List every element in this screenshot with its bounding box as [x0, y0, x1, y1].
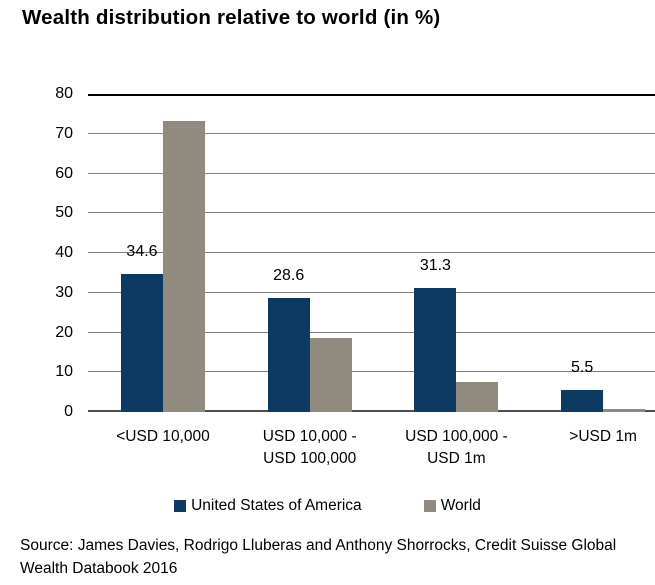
data-label: 34.6: [126, 243, 158, 261]
y-tick-label: 20: [55, 323, 73, 341]
x-axis-line: [88, 410, 655, 412]
y-tick-label: 30: [55, 283, 73, 301]
gridline: [88, 291, 655, 293]
legend-item-world: World: [423, 497, 481, 515]
x-category-label: USD 100,000 - USD 1m: [368, 426, 544, 470]
gridline: [88, 172, 655, 174]
source-line-2: Wealth Databook 2016: [20, 559, 178, 577]
gridline: [88, 331, 655, 333]
bar-world: [603, 409, 646, 412]
legend-label: World: [440, 497, 481, 514]
legend-label: United States of America: [191, 497, 362, 514]
x-category-label-line: USD 10,000 -: [262, 428, 357, 445]
x-category-label-line: USD 100,000 -: [405, 428, 508, 445]
data-label: 31.3: [419, 256, 451, 274]
bar-world: [163, 121, 205, 412]
gridline: [88, 212, 655, 214]
x-category-label-line: USD 1m: [427, 450, 486, 467]
x-category-label-line: USD 100,000: [263, 450, 357, 467]
y-tick-label: 70: [55, 124, 73, 142]
bar-world: [309, 338, 352, 412]
bar-united-states: [561, 390, 604, 412]
y-tick-label: 60: [55, 164, 73, 182]
data-label: 28.6: [273, 267, 305, 285]
x-category-label-line: <USD 10,000: [116, 428, 210, 445]
bar-world: [456, 382, 499, 412]
source-text: Source: James Davies, Rodrigo Lluberas a…: [20, 535, 650, 580]
legend-swatch-icon: [423, 500, 436, 512]
data-label: 5.5: [570, 359, 594, 377]
x-category-label-line: >USD 1m: [569, 428, 637, 445]
bar-united-states: [414, 287, 457, 412]
source-line-1: Source: James Davies, Rodrigo Lluberas a…: [20, 537, 617, 554]
gridline: [88, 252, 655, 253]
y-tick-label: 0: [64, 403, 73, 420]
chart-title: Wealth distribution relative to world (i…: [22, 6, 441, 29]
y-tick-label: 80: [55, 85, 73, 102]
legend-item-united-states: United States of America: [174, 497, 362, 515]
gridline: [88, 94, 655, 96]
plot-area: 34.6 28.6 31.3 5.5: [88, 94, 655, 412]
gridline: [88, 371, 655, 373]
bar-united-states: [121, 274, 163, 412]
bar-united-states: [267, 298, 310, 412]
x-category-label: <USD 10,000: [75, 426, 251, 448]
x-category-label: USD 10,000 - USD 100,000: [222, 426, 398, 470]
legend: United States of America World: [0, 497, 655, 515]
y-tick-label: 50: [55, 204, 73, 222]
x-category-label: >USD 1m: [515, 426, 655, 448]
y-tick-label: 40: [55, 244, 73, 261]
legend-swatch-icon: [174, 500, 187, 512]
y-tick-label: 10: [55, 363, 73, 381]
gridline: [88, 132, 655, 134]
